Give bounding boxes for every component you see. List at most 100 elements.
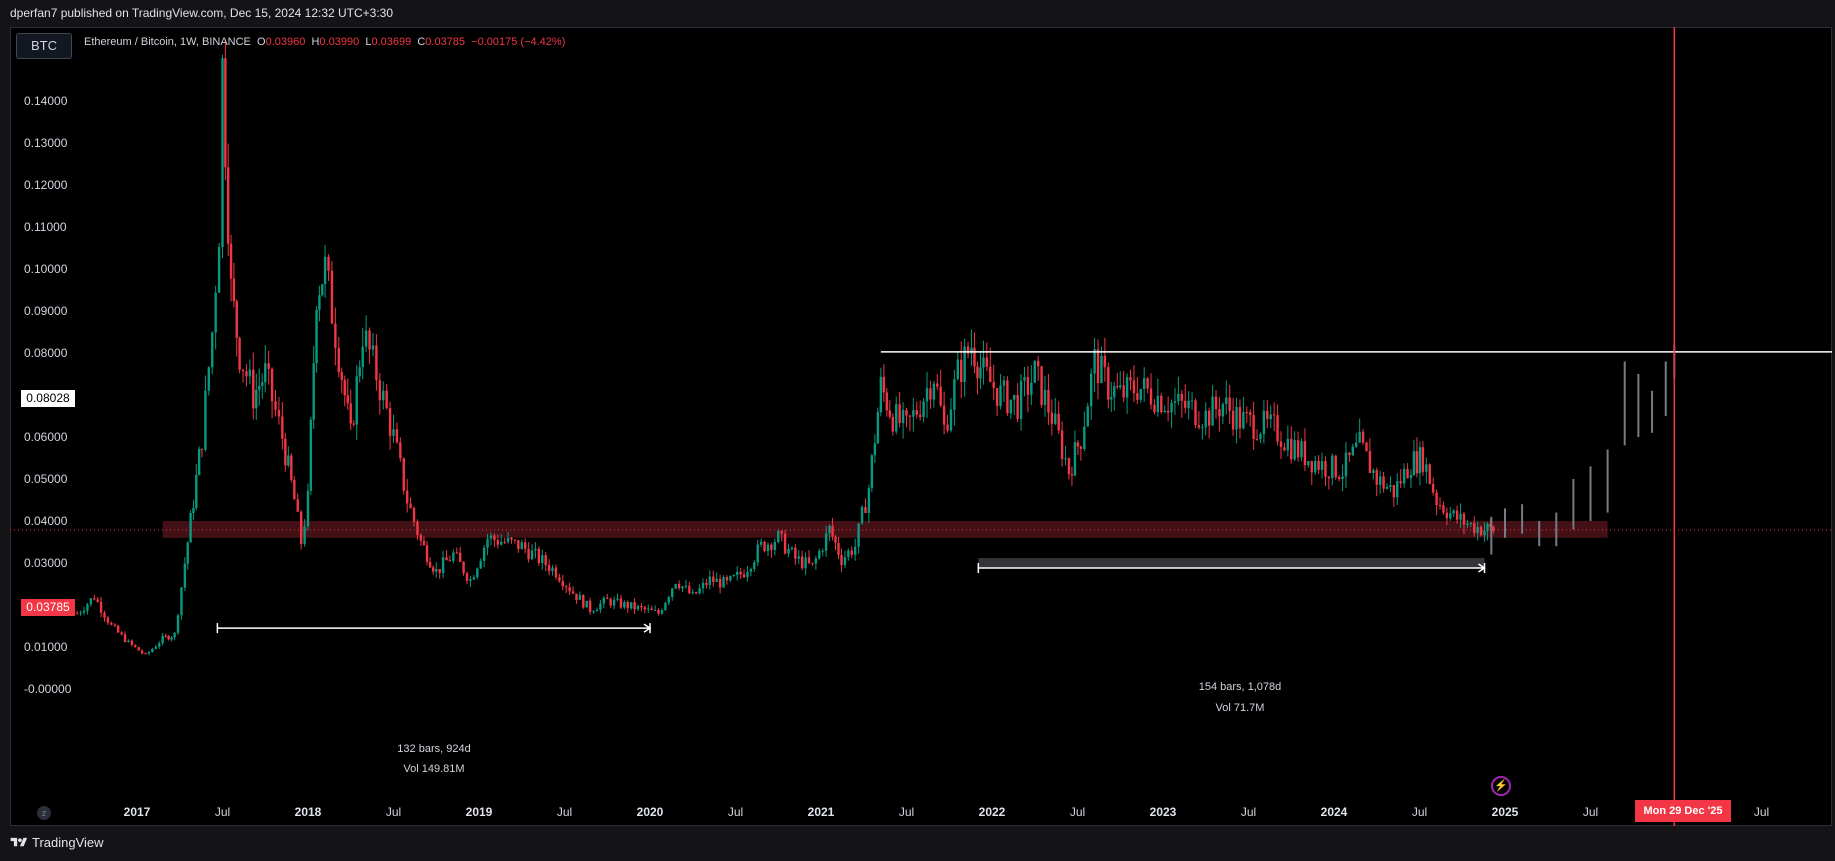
candle-body: [677, 584, 681, 589]
candle-body: [602, 597, 606, 604]
time-tick-label: 2019: [465, 805, 493, 819]
candle-body: [274, 401, 277, 410]
tradingview-logo-icon[interactable]: [9, 836, 29, 849]
candle-body: [352, 423, 355, 425]
candle-body: [309, 419, 313, 491]
candle-body: [936, 383, 939, 387]
candle-body: [207, 367, 211, 391]
candle-body: [1479, 526, 1483, 536]
candle-body: [195, 474, 198, 508]
time-tick-label: 2024: [1320, 805, 1348, 819]
time-tick-label: Jul: [1753, 805, 1770, 819]
candle-body: [1170, 402, 1173, 413]
candle-body: [503, 541, 506, 543]
candle-body: [1019, 380, 1023, 419]
candle-body: [753, 562, 756, 569]
candle-body: [565, 586, 568, 588]
footer-bar: [0, 828, 1835, 861]
candle-body: [1392, 485, 1396, 498]
candle-body: [1228, 397, 1231, 411]
candle-body: [134, 644, 137, 648]
candle-body: [214, 292, 217, 333]
candle-body: [1396, 481, 1399, 498]
candle-body: [876, 412, 880, 444]
candle-body: [650, 608, 653, 610]
candle-body: [1187, 400, 1190, 408]
candle-body: [510, 537, 513, 540]
candle-body: [1435, 492, 1438, 506]
candle-body: [976, 366, 979, 379]
candle-body: [79, 612, 82, 614]
candle-body: [1166, 410, 1170, 413]
candle-body: [787, 549, 790, 554]
candle-body: [800, 556, 804, 569]
crosshair-date-tag: Mon 29 Dec '25: [1635, 800, 1731, 822]
candle-body: [1492, 526, 1495, 531]
low-label: L: [365, 36, 372, 48]
price-chart[interactable]: [10, 27, 1832, 826]
zoom-reset-icon[interactable]: z: [37, 806, 51, 820]
candle-body: [1125, 377, 1129, 398]
candle-body: [989, 366, 992, 383]
candle-body: [229, 243, 233, 279]
publish-info: dperfan7 published on TradingView.com, D…: [10, 6, 394, 20]
candle-body: [364, 330, 368, 347]
candle-body: [1136, 393, 1139, 400]
candle-body: [1334, 455, 1337, 478]
candle-body: [1259, 434, 1262, 440]
candle-body: [1067, 458, 1071, 475]
candle-body: [388, 408, 392, 436]
candle-body: [729, 576, 732, 581]
candle-body: [946, 424, 949, 431]
candle-body: [517, 540, 520, 550]
candle-body: [763, 541, 766, 552]
candle-body: [1365, 442, 1368, 452]
candle-body: [834, 536, 837, 543]
candle-body: [217, 247, 221, 293]
candle-body: [395, 429, 399, 443]
candle-body: [1425, 464, 1428, 472]
candle-body: [873, 443, 877, 456]
lightning-icon[interactable]: ⚡: [1491, 776, 1511, 796]
candle-body: [167, 636, 170, 640]
measure-range-arrow: [643, 623, 652, 633]
candle-body: [1428, 464, 1431, 484]
time-tick-label: Jul: [1411, 805, 1428, 819]
candle-body: [960, 359, 963, 383]
candle-body: [912, 410, 915, 417]
candle-body: [742, 574, 746, 578]
candle-body: [465, 573, 469, 581]
candle-body: [327, 256, 330, 271]
candle-body: [299, 511, 303, 544]
candle-body: [1337, 477, 1341, 479]
measure-1-volume: Vol 149.81M: [403, 763, 465, 775]
candle-body: [334, 323, 337, 348]
candle-body: [1358, 431, 1361, 443]
time-tick-label: Jul: [214, 805, 231, 819]
close-value: 0.03785: [425, 36, 466, 48]
candle-body: [527, 548, 530, 560]
candle-body: [629, 602, 633, 609]
candle-body: [1064, 458, 1067, 460]
candle-body: [1013, 394, 1016, 400]
candle-body: [1009, 399, 1013, 414]
candle-body: [616, 598, 619, 600]
candle-body: [158, 643, 161, 647]
time-tick-label: Jul: [1240, 805, 1257, 819]
candle-body: [1238, 407, 1242, 429]
candle-body: [1375, 470, 1378, 485]
candle-body: [321, 284, 324, 296]
candle-body: [807, 557, 811, 563]
candle-body: [1076, 442, 1080, 447]
candle-body: [1026, 377, 1030, 395]
candle-body: [891, 416, 895, 432]
candle-body: [520, 542, 523, 550]
measure-range-fill: [978, 558, 1485, 569]
time-tick-label: Jul: [727, 805, 744, 819]
candle-body: [422, 540, 426, 546]
candle-body: [458, 552, 462, 562]
symbol-search-button[interactable]: BTC: [16, 33, 72, 59]
candle-body: [435, 568, 438, 572]
candle-body: [1418, 447, 1422, 474]
tradingview-brand[interactable]: TradingView: [32, 835, 104, 850]
